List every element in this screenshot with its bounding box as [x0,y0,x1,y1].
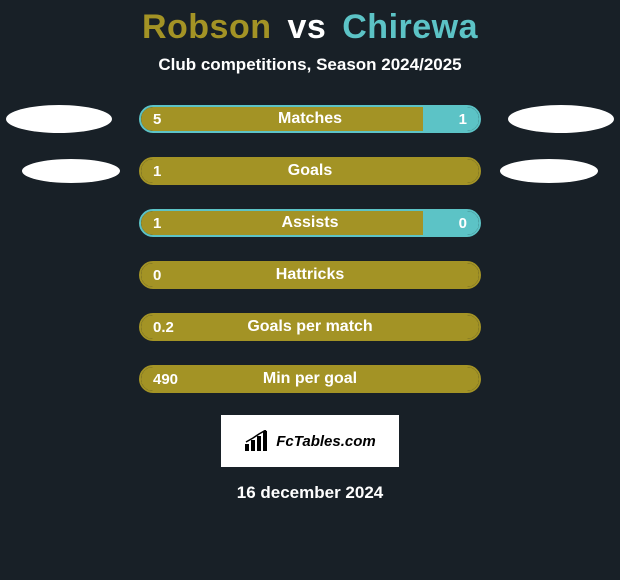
stat-value-right: 1 [459,111,467,128]
bar-segment-right [423,211,479,235]
subtitle: Club competitions, Season 2024/2025 [0,55,620,75]
stat-label: Goals [288,162,332,180]
decor-ellipse [508,105,614,133]
decor-ellipse [500,159,598,183]
chart-bars-icon [244,430,272,452]
source-badge: FcTables.com [221,415,399,467]
stat-row: 1 0 Assists [0,209,620,237]
stat-bar: 0 Hattricks [139,261,481,289]
stats-rows: 5 1 Matches 1 Goals 1 0 Assists 0 Hattricks 0.2 Goa… [0,105,620,393]
stat-row: 490 Min per goal [0,365,620,393]
source-badge-text: FcTables.com [276,433,375,450]
stat-value-left: 490 [153,371,178,388]
stat-value-left: 5 [153,111,161,128]
stat-label: Min per goal [263,370,357,388]
stat-label: Goals per match [247,318,372,336]
stat-row: 1 Goals [0,157,620,185]
stat-bar: 490 Min per goal [139,365,481,393]
stat-row: 0.2 Goals per match [0,313,620,341]
stat-bar: 5 1 Matches [139,105,481,133]
stat-label: Assists [282,214,339,232]
stat-row: 5 1 Matches [0,105,620,133]
stat-value-left: 0 [153,267,161,284]
stat-value-right: 0 [459,215,467,232]
stat-bar: 1 0 Assists [139,209,481,237]
stat-value-left: 1 [153,163,161,180]
stat-bar: 1 Goals [139,157,481,185]
stat-bar: 0.2 Goals per match [139,313,481,341]
title-player1: Robson [142,8,272,46]
stat-value-left: 0.2 [153,319,174,336]
stat-value-left: 1 [153,215,161,232]
stat-label: Hattricks [276,266,344,284]
comparison-infographic: Robson vs Chirewa Club competitions, Sea… [0,0,620,503]
decor-ellipse [6,105,112,133]
title-vs: vs [287,8,326,46]
title-player2: Chirewa [342,8,478,46]
bar-segment-right [423,107,479,131]
decor-ellipse [22,159,120,183]
stat-label: Matches [278,110,342,128]
page-title: Robson vs Chirewa [0,8,620,47]
date-label: 16 december 2024 [0,483,620,503]
stat-row: 0 Hattricks [0,261,620,289]
